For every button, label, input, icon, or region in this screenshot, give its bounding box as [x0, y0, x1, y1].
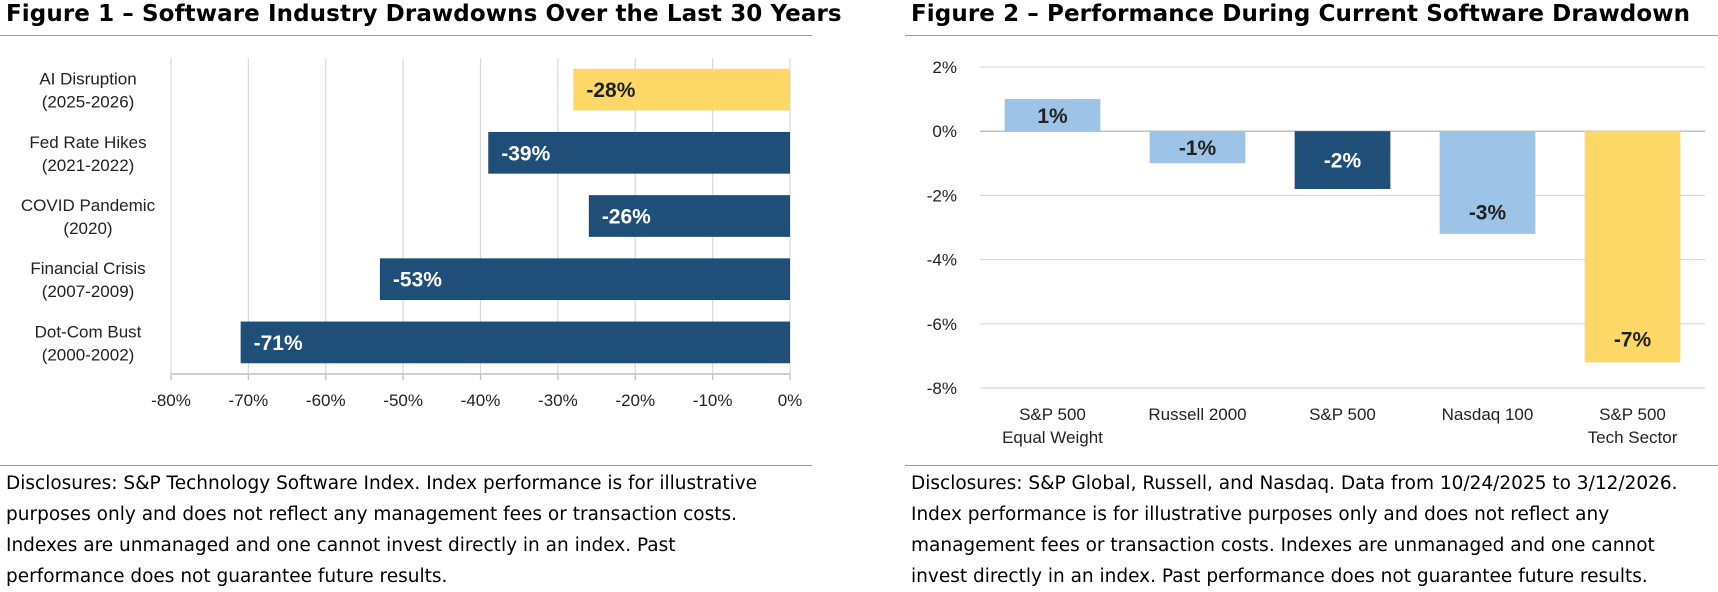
- bar: [379, 258, 790, 301]
- category-label: Tech Sector: [1588, 428, 1678, 447]
- x-tick-label: -70%: [229, 391, 269, 410]
- bar-data-label: -28%: [586, 79, 635, 102]
- bar: [1584, 131, 1681, 363]
- category-label: Nasdaq 100: [1442, 405, 1534, 424]
- figure-1-disclosure-rule: [0, 465, 812, 466]
- x-tick-label: -80%: [151, 391, 191, 410]
- y-tick-label: -8%: [927, 379, 957, 398]
- figure-1-title: Figure 1 – Software Industry Drawdowns O…: [6, 1, 842, 27]
- bar: [1294, 131, 1391, 189]
- category-label: Financial Crisis: [30, 259, 145, 278]
- y-tick-label: -4%: [927, 251, 957, 270]
- bar: [573, 68, 790, 111]
- bar: [1004, 99, 1101, 132]
- category-label: Russell 2000: [1148, 405, 1246, 424]
- bar-data-label: -39%: [501, 142, 550, 165]
- bar: [588, 195, 790, 237]
- x-tick-label: -30%: [538, 391, 578, 410]
- bar-data-label: -7%: [1614, 328, 1652, 351]
- category-label: Fed Rate Hikes: [29, 133, 146, 152]
- bar-data-label: -26%: [602, 206, 651, 229]
- category-label: S&P 500: [1309, 405, 1376, 424]
- x-tick-label: -10%: [693, 391, 733, 410]
- category-label: (2020): [63, 219, 112, 238]
- figure-2-title-rule: [905, 35, 1718, 36]
- figure-1-panel: Figure 1 – Software Industry Drawdowns O…: [0, 0, 842, 589]
- bar-data-label: -71%: [254, 332, 303, 355]
- figure-2-bar-chart: 2% 0% -2% -4% -6% -8% 1% S&P 500 Equal Weight -1%…: [927, 58, 1705, 447]
- figure-1-disclosure: Disclosures: S&P Technology Software Ind…: [6, 473, 758, 587]
- bar: [240, 321, 790, 364]
- figure-1-bar-chart: -80% -70% -60% -50% -40% -30% -20% -10% 0% -28% AI…: [21, 58, 803, 410]
- y-tick-label: 2%: [932, 58, 957, 77]
- category-label: (2021-2022): [42, 156, 135, 175]
- figure-2-disclosure-rule: [905, 465, 1718, 466]
- category-label: (2000-2002): [42, 345, 135, 364]
- category-label: AI Disruption: [39, 70, 136, 89]
- x-tick-label: -40%: [461, 391, 501, 410]
- category-label: S&P 500: [1599, 405, 1666, 424]
- bar-data-label: -3%: [1469, 201, 1507, 224]
- x-tick-label: -50%: [383, 391, 423, 410]
- figure-2-disclosure: Disclosures: S&P Global, Russell, and Na…: [911, 473, 1678, 587]
- bar-data-label: -2%: [1324, 150, 1362, 173]
- bar: [1439, 131, 1536, 234]
- bar: [1149, 131, 1246, 164]
- y-tick-label: 0%: [932, 122, 957, 141]
- bar-data-label: -53%: [393, 269, 442, 292]
- bar-data-label: -1%: [1179, 137, 1217, 160]
- x-tick-label: -60%: [306, 391, 346, 410]
- category-label: S&P 500: [1019, 405, 1086, 424]
- y-tick-label: -6%: [927, 315, 957, 334]
- figure-2-title: Figure 2 – Performance During Current So…: [911, 1, 1691, 27]
- category-label: (2025-2026): [42, 93, 135, 112]
- bar: [488, 131, 790, 174]
- bar-data-label: 1%: [1037, 105, 1068, 128]
- x-tick-label: 0%: [778, 391, 803, 410]
- category-label: COVID Pandemic: [21, 196, 156, 215]
- figure-2-panel: Figure 2 – Performance During Current So…: [905, 0, 1718, 589]
- category-label: (2007-2009): [42, 282, 135, 301]
- category-label: Dot-Com Bust: [35, 322, 142, 341]
- x-tick-label: -20%: [615, 391, 655, 410]
- y-tick-label: -2%: [927, 186, 957, 205]
- figure-1-title-rule: [0, 35, 812, 36]
- category-label: Equal Weight: [1002, 428, 1103, 447]
